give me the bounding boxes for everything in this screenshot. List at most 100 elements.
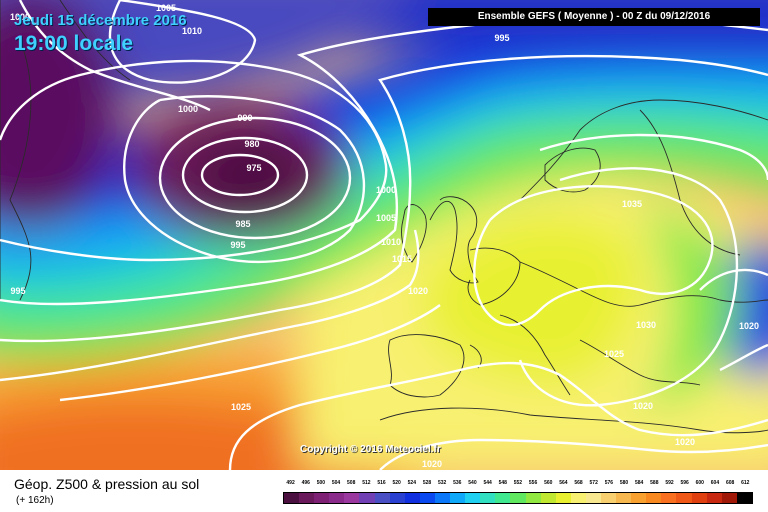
legend-value: 548 <box>498 480 507 486</box>
isobar-label: 995 <box>230 240 245 250</box>
legend-swatch <box>721 493 737 503</box>
legend-value: 604 <box>710 480 720 486</box>
isobar-label: 1030 <box>636 320 656 330</box>
isobar-label: 1005 <box>376 213 396 223</box>
footer: Géop. Z500 & pression au sol (+ 162h) 49… <box>0 470 768 512</box>
legend-value: 504 <box>331 480 341 486</box>
legend-swatch <box>706 493 722 503</box>
legend-value: 512 <box>362 480 371 486</box>
legend-swatch <box>600 493 617 503</box>
color-legend: 492 496 500 504 508 512 516 520 524 528 532 536 540 5… <box>283 480 753 506</box>
legend-swatch <box>450 493 466 503</box>
legend-swatch <box>359 493 375 503</box>
legend-value: 608 <box>725 480 735 486</box>
legend-value: 572 <box>589 480 598 486</box>
forecast-date: Jeudi 15 décembre 2016 <box>14 12 187 29</box>
legend-value: 500 <box>316 480 326 486</box>
isobar-label: 980 <box>244 139 259 149</box>
legend-value: 564 <box>559 480 568 486</box>
legend-value: 540 <box>468 480 477 486</box>
legend-value: 536 <box>453 480 462 486</box>
legend-swatch <box>314 493 330 503</box>
isobar-label: 1020 <box>633 401 653 411</box>
isobar-label: 1020 <box>675 437 695 447</box>
legend-swatch <box>570 493 586 503</box>
legend-value: 524 <box>407 480 416 486</box>
legend-value: 600 <box>695 480 704 486</box>
legend-swatch <box>525 493 541 503</box>
isobar-labels: 1005 1010 1000 995 990 1000 980 975 985 … <box>10 3 759 469</box>
legend-value: 592 <box>665 480 674 486</box>
legend-swatch <box>329 493 345 503</box>
legend-value: 552 <box>513 480 523 486</box>
legend-value: 612 <box>741 480 750 486</box>
legend-swatch <box>495 493 511 503</box>
isobar-label: 1025 <box>231 402 251 412</box>
legend-swatch <box>419 493 435 503</box>
legend-swatch <box>284 493 300 503</box>
legend-value: 508 <box>347 480 356 486</box>
isobar-label: 990 <box>237 113 252 123</box>
legend-value: 584 <box>635 480 644 486</box>
legend-labels: 492 496 500 504 508 512 516 520 524 528 532 536 540 5… <box>283 480 753 490</box>
legend-swatch <box>344 493 360 503</box>
legend-swatch <box>646 493 662 503</box>
legend-value: 496 <box>301 480 310 486</box>
legend-swatch <box>736 493 752 503</box>
legend-value: 520 <box>392 480 401 486</box>
isobar-label: 1000 <box>376 185 396 195</box>
legend-swatch <box>616 493 632 503</box>
legend-bar <box>283 492 753 504</box>
legend-swatch <box>555 493 571 503</box>
legend-swatch <box>676 493 692 503</box>
isobar-label: 1020 <box>408 286 428 296</box>
model-run-label: Ensemble GEFS ( Moyenne ) - 00 Z du 09/1… <box>428 8 760 26</box>
isobar-label: 1015 <box>392 254 412 264</box>
legend-value: 580 <box>619 480 629 486</box>
isobar-label: 1020 <box>739 321 759 331</box>
isobar-label: 1020 <box>422 459 442 469</box>
legend-swatch <box>691 493 707 503</box>
isobar-label: 995 <box>10 286 25 296</box>
legend-value: 544 <box>483 480 492 486</box>
legend-value: 576 <box>604 480 614 486</box>
isobar-label: 1000 <box>178 104 198 114</box>
legend-value: 528 <box>422 480 432 486</box>
legend-swatch <box>585 493 601 503</box>
coastlines <box>0 0 768 434</box>
forecast-local-time: 19:00 locale <box>14 32 134 55</box>
isobar-label: 1010 <box>381 237 401 247</box>
geopotential-field <box>0 0 768 470</box>
legend-value: 556 <box>528 480 538 486</box>
isobar-label: 985 <box>235 219 250 229</box>
legend-value: 516 <box>377 480 386 486</box>
legend-swatch <box>465 493 481 503</box>
isobar-label: 995 <box>494 33 509 43</box>
isobar-label: 1000 <box>10 12 30 22</box>
legend-swatch <box>404 493 420 503</box>
field-title: Géop. Z500 & pression au sol <box>14 476 200 492</box>
legend-value: 588 <box>650 480 659 486</box>
legend-swatch <box>631 493 647 503</box>
legend-swatch <box>510 493 526 503</box>
legend-swatch <box>299 493 315 503</box>
legend-swatch <box>480 493 496 503</box>
isobar-label: 1025 <box>604 349 624 359</box>
legend-value: 568 <box>574 480 583 486</box>
isobar-label: 975 <box>246 163 261 173</box>
legend-value: 596 <box>680 480 689 486</box>
legend-value: 532 <box>437 480 447 486</box>
isobars <box>0 0 768 470</box>
copyright-notice: Copyright © 2016 Meteociel.fr <box>300 444 441 455</box>
legend-swatch <box>661 493 677 503</box>
legend-swatch <box>374 493 390 503</box>
isobar-label: 1035 <box>622 199 642 209</box>
lead-time: (+ 162h) <box>16 495 54 506</box>
legend-swatch <box>389 493 405 503</box>
legend-swatch <box>434 493 451 503</box>
legend-value: 560 <box>544 480 553 486</box>
isobar-label: 1010 <box>182 26 202 36</box>
legend-swatch <box>540 493 556 503</box>
weather-map: 1005 1010 1000 995 990 1000 980 975 985 … <box>0 0 768 470</box>
legend-value: 492 <box>286 480 295 486</box>
